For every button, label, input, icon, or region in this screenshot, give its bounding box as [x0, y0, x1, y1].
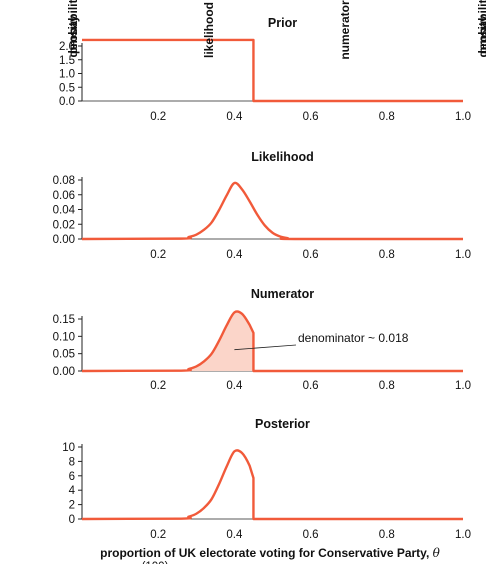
- y-tick-label: 0.05: [53, 349, 75, 361]
- y-tick-label: 0.0: [59, 96, 75, 108]
- series-line: [81, 181, 463, 241]
- x-tick-label: 0.8: [379, 249, 395, 261]
- y-tick-label: 0.00: [53, 366, 75, 378]
- x-tick-label: 0.6: [303, 249, 319, 261]
- panel-title: Prior: [268, 16, 297, 30]
- x-tick-label: 0.2: [150, 529, 166, 541]
- x-axis-label-text: proportion of UK electorate voting for C…: [100, 546, 433, 560]
- y-axis-label: likelihood: [202, 2, 216, 58]
- y-axis-label: density: [476, 15, 486, 57]
- y-tick-label: 0.00: [53, 234, 75, 246]
- y-tick-label: 0.02: [53, 219, 75, 231]
- x-tick-label: 0.4: [226, 111, 243, 123]
- series-line: [81, 310, 463, 373]
- y-tick-label: 0.15: [53, 314, 75, 326]
- x-tick-label: 0.2: [150, 111, 166, 123]
- x-tick-label: 0.6: [303, 111, 319, 123]
- series-line: [81, 449, 463, 521]
- panel-title: Likelihood: [251, 150, 314, 164]
- x-tick-label: 0.8: [379, 111, 395, 123]
- y-tick-label: 10: [62, 442, 75, 454]
- y-tick-label: 0: [69, 514, 75, 526]
- y-axis-label: density: [66, 15, 80, 57]
- y-tick-label: 0.5: [59, 82, 75, 94]
- x-tick-label: 0.2: [150, 380, 166, 392]
- x-tick-label: 1.0: [455, 249, 471, 261]
- x-axis-label: proportion of UK electorate voting for C…: [100, 546, 441, 560]
- chart-panel-prior: Priorprobabilitydensity0.00.51.01.52.00.…: [59, 0, 471, 123]
- x-tick-label: 1.0: [455, 111, 471, 123]
- annotation-text: denominator ~ 0.018: [298, 331, 409, 345]
- x-tick-label: 0.6: [303, 380, 319, 392]
- theta-symbol: θ: [433, 546, 441, 560]
- y-tick-label: 1.0: [59, 69, 75, 81]
- y-axis-label: numerator: [338, 0, 352, 60]
- x-tick-label: 0.4: [226, 249, 243, 261]
- x-tick-label: 0.4: [226, 529, 243, 541]
- y-tick-label: 0.10: [53, 331, 75, 343]
- chart-panel-posterior: Posteriorprobabilitydensity02468100.20.4…: [62, 0, 486, 541]
- y-tick-label: 0.06: [53, 190, 75, 202]
- y-tick-label: 4: [69, 485, 76, 497]
- x-tick-label: 1.0: [455, 380, 471, 392]
- x-tick-label: 0.6: [303, 529, 319, 541]
- panel-title: Posterior: [255, 417, 310, 431]
- y-tick-label: 0.04: [53, 205, 76, 217]
- x-tick-label: 0.8: [379, 529, 395, 541]
- series-line: [82, 38, 463, 103]
- y-tick-label: 8: [69, 456, 75, 468]
- y-axis-label: probability: [66, 0, 80, 54]
- y-tick-label: 2.0: [59, 41, 75, 53]
- x-tick-label: 0.2: [150, 249, 166, 261]
- annotation-pointer: [234, 344, 297, 351]
- panel-title: Numerator: [251, 287, 314, 301]
- x-tick-label: 0.8: [379, 380, 395, 392]
- y-tick-label: 0.08: [53, 175, 75, 187]
- x-tick-label: 0.4: [226, 380, 243, 392]
- chart-panel-likelihood: Likelihood likelihood 0.00 0.02 0.04 0.06 0.08…: [53, 2, 471, 261]
- y-tick-label: 1.5: [59, 55, 75, 67]
- clipped-text: (100): [142, 561, 169, 564]
- x-tick-label: 1.0: [455, 529, 471, 541]
- y-axis-label: probability: [476, 0, 486, 54]
- chart-panel-numerator: Numerator numerator 0.00 0.05 0.10 0.15 0.2 0.4…: [53, 0, 471, 392]
- y-tick-label: 6: [69, 471, 75, 483]
- y-tick-label: 2: [69, 500, 75, 512]
